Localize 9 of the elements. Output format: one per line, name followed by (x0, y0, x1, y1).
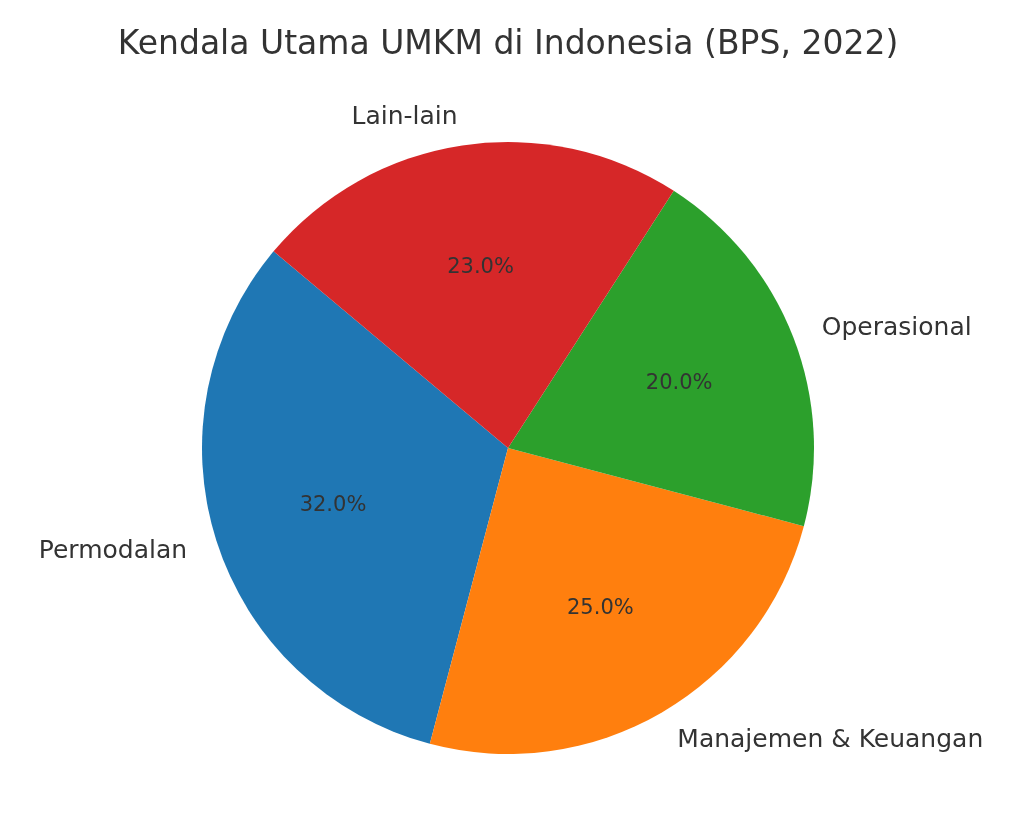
data-label: 25.0% (567, 594, 634, 619)
slice-label: Operasional (821, 311, 972, 341)
slice-label: Permodalan (38, 535, 188, 565)
slice-label: Manajemen & Keuangan (677, 724, 984, 754)
slice-label: Lain-lain (351, 100, 458, 130)
data-label: 23.0% (447, 254, 514, 279)
data-label: 32.0% (299, 491, 367, 516)
chart-title: Kendala Utama UMKM di Indonesia (BPS, 2022) (117, 22, 899, 62)
data-label: 20.0% (645, 369, 713, 394)
